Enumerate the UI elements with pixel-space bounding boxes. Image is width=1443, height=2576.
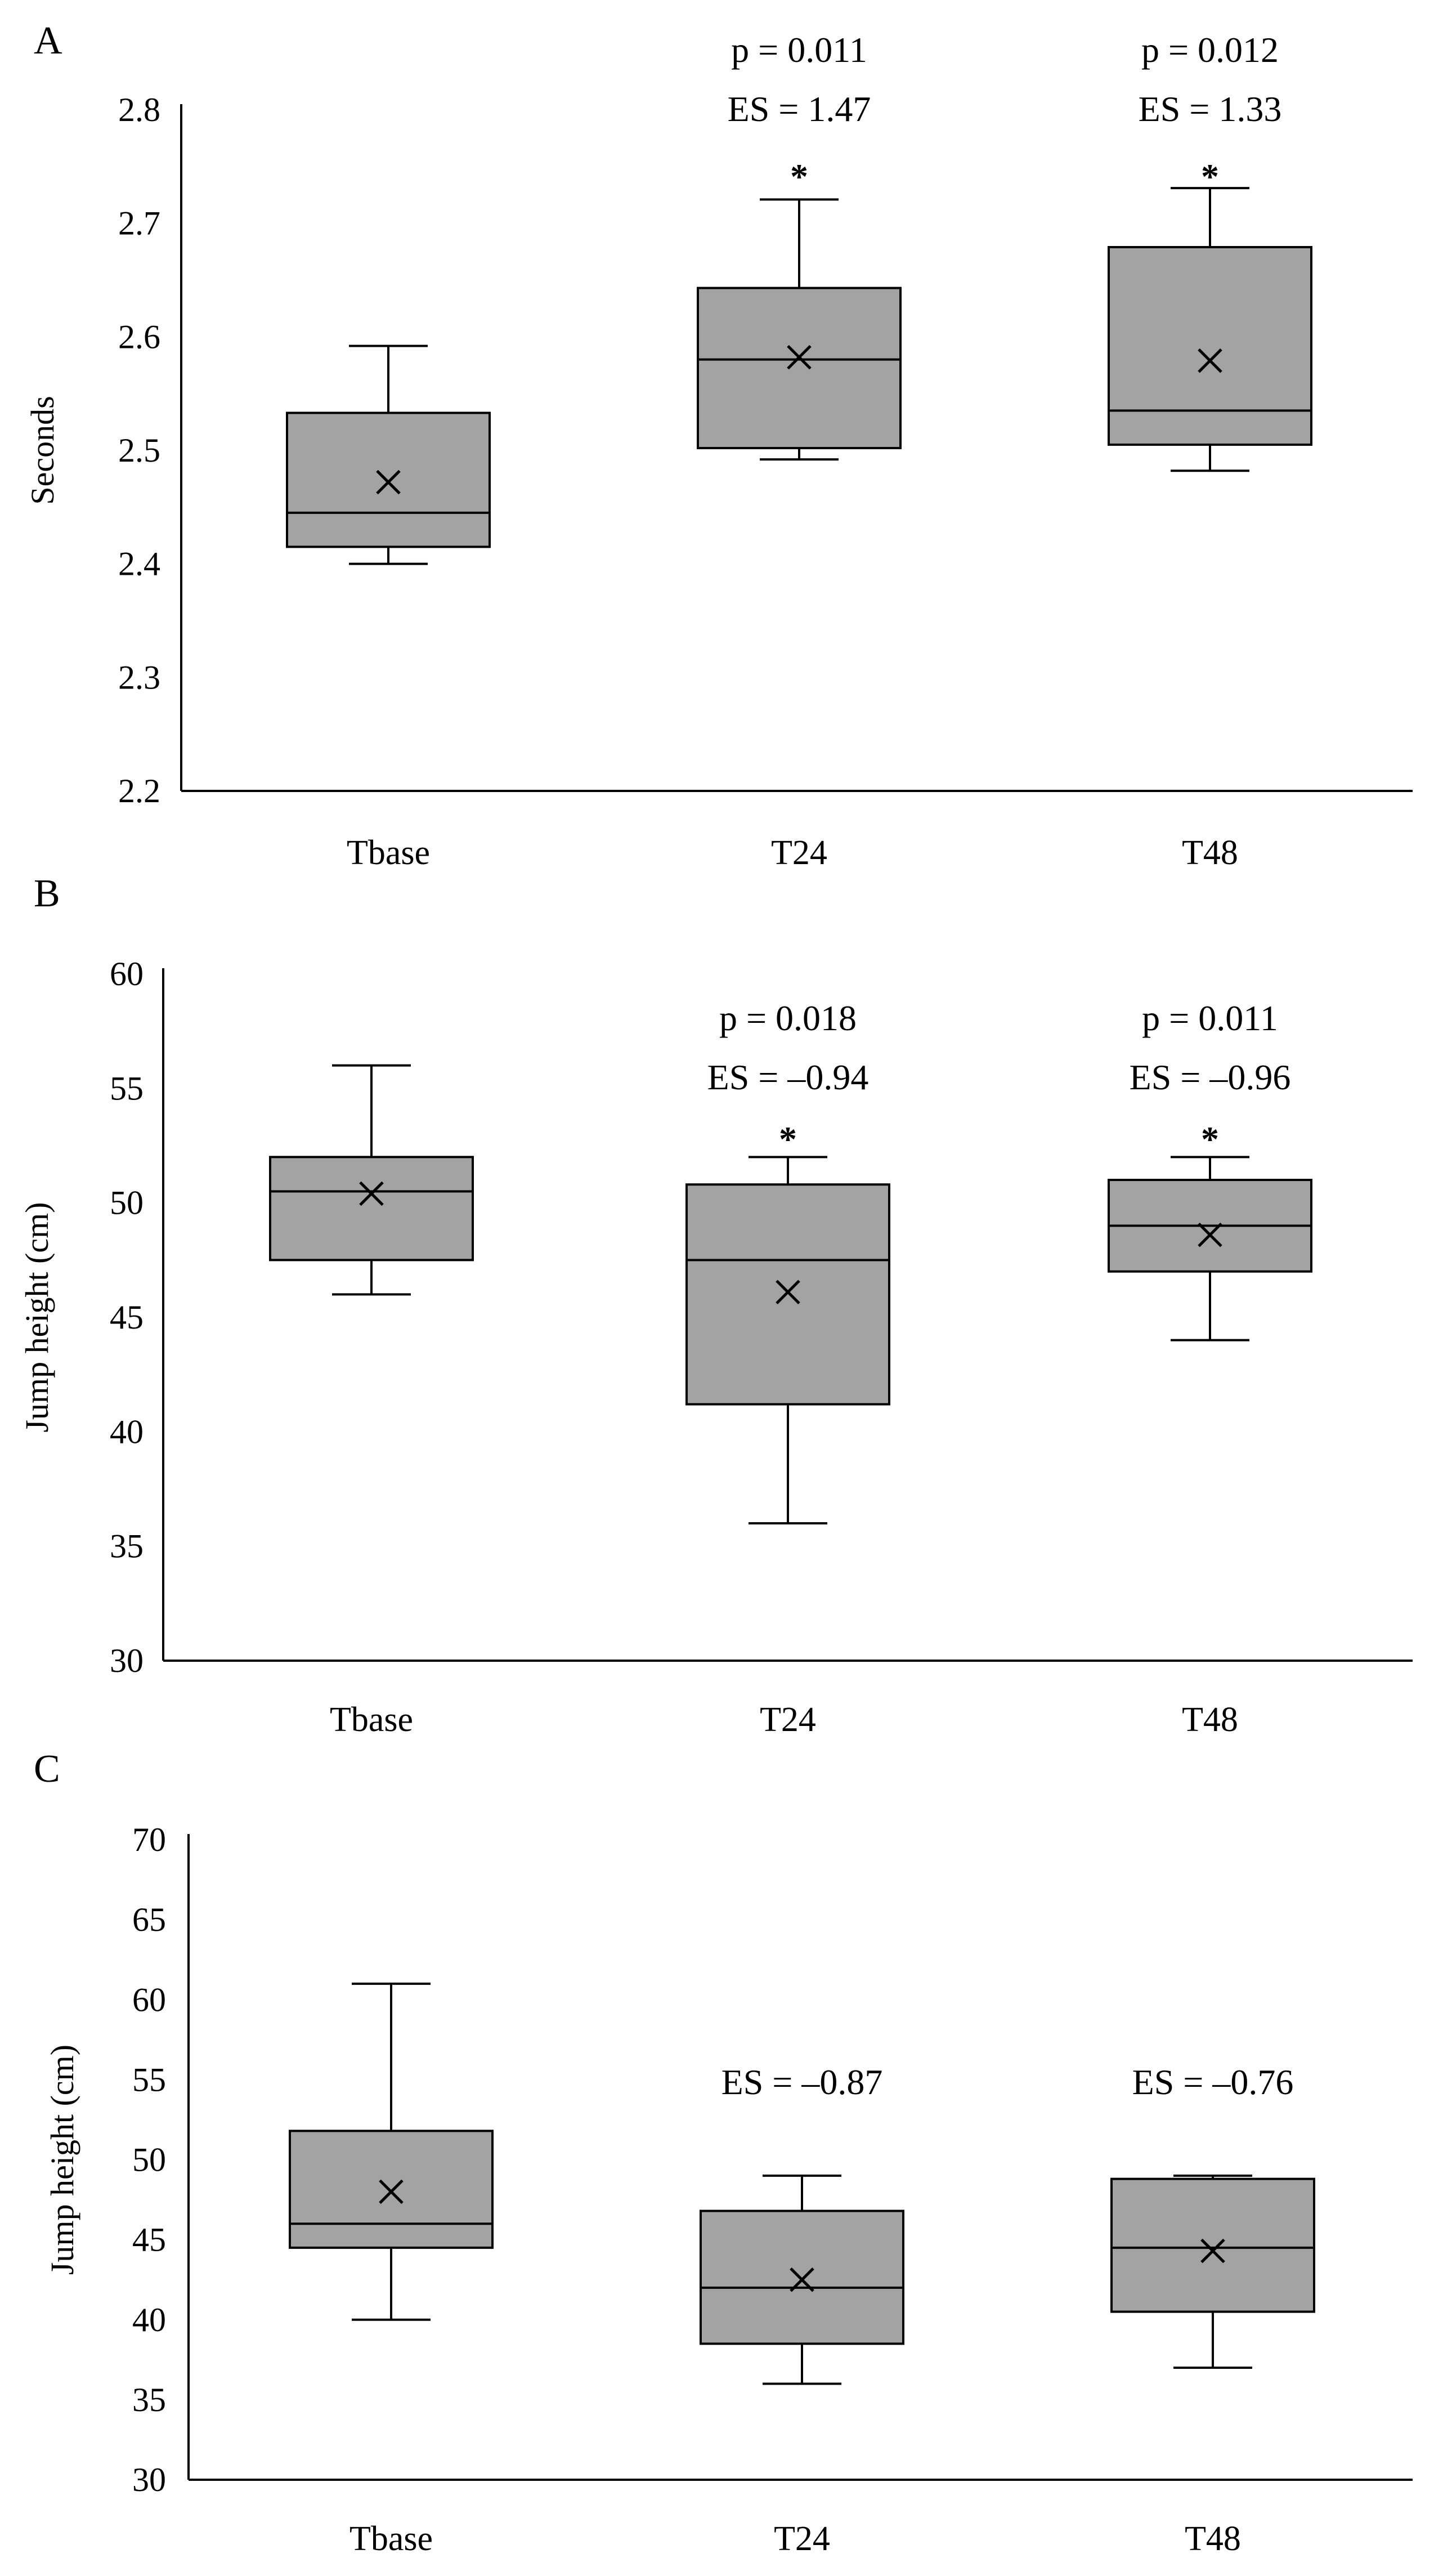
y-axis-title: Jump height (cm) bbox=[19, 1202, 55, 1432]
y-tick-label: 40 bbox=[110, 1413, 144, 1450]
box-t48 bbox=[1108, 1156, 1312, 1341]
box-tbase bbox=[269, 1064, 474, 1296]
box-iqr bbox=[685, 1183, 890, 1406]
effect-size-label: ES = –0.94 bbox=[707, 1057, 869, 1097]
y-tick-label: 2.8 bbox=[118, 91, 160, 128]
box-t24 bbox=[697, 198, 902, 461]
effect-size-label: ES = –0.76 bbox=[1132, 2062, 1294, 2102]
y-axis-title: Seconds bbox=[24, 396, 61, 504]
x-category-label: T48 bbox=[1185, 2520, 1241, 2558]
box-t24 bbox=[685, 1156, 890, 1524]
y-tick-label: 2.2 bbox=[118, 772, 160, 810]
significance-star: * bbox=[790, 156, 808, 196]
y-tick-label: 2.6 bbox=[118, 318, 160, 355]
mean-marker bbox=[787, 345, 812, 370]
x-category-label: T48 bbox=[1182, 1701, 1238, 1739]
mean-marker bbox=[379, 2179, 404, 2204]
x-category-label: Tbase bbox=[347, 834, 430, 872]
effect-size-label: ES = –0.96 bbox=[1130, 1057, 1291, 1097]
box-iqr bbox=[289, 2130, 494, 2249]
y-tick-label: 55 bbox=[132, 2061, 166, 2098]
panel-b: B 30 35 40 45 50 55 60 Jump height (cm) Tbase T24 T… bbox=[19, 872, 1413, 1739]
y-tick-label: 40 bbox=[132, 2301, 166, 2338]
y-tick-label: 35 bbox=[110, 1528, 144, 1565]
box-iqr bbox=[700, 2210, 904, 2345]
effect-size-label: ES = 1.47 bbox=[728, 89, 871, 129]
y-tick-label: 60 bbox=[110, 955, 144, 992]
x-category-label: Tbase bbox=[330, 1701, 413, 1739]
box-iqr bbox=[1108, 246, 1312, 446]
y-tick-label: 2.3 bbox=[118, 659, 160, 696]
p-value-label: p = 0.011 bbox=[731, 30, 867, 70]
box-t48 bbox=[1110, 2174, 1315, 2369]
y-tick-label: 2.7 bbox=[118, 205, 160, 242]
significance-star: * bbox=[1201, 156, 1219, 196]
box-iqr bbox=[286, 412, 491, 548]
box-t24 bbox=[700, 2174, 904, 2385]
mean-marker bbox=[1200, 2238, 1225, 2264]
y-tick-label: 30 bbox=[110, 1642, 144, 1679]
y-tick-label: 70 bbox=[132, 1821, 166, 1858]
x-category-label: T48 bbox=[1182, 834, 1238, 872]
box-iqr bbox=[697, 287, 902, 449]
p-value-label: p = 0.011 bbox=[1142, 998, 1278, 1038]
x-category-label: T24 bbox=[771, 834, 827, 872]
y-tick-label: 55 bbox=[110, 1070, 144, 1107]
box-iqr bbox=[269, 1156, 474, 1262]
mean-marker bbox=[359, 1181, 384, 1206]
box-t48 bbox=[1108, 187, 1312, 472]
y-tick-label: 35 bbox=[132, 2381, 166, 2418]
y-tick-label: 45 bbox=[110, 1299, 144, 1336]
p-value-label: p = 0.018 bbox=[719, 998, 857, 1038]
y-tick-label: 50 bbox=[132, 2141, 166, 2179]
significance-star: * bbox=[779, 1119, 797, 1159]
p-value-label: p = 0.012 bbox=[1141, 30, 1279, 70]
mean-marker bbox=[790, 2267, 814, 2292]
x-category-label: T24 bbox=[774, 2520, 830, 2558]
y-axis-title: Jump height (cm) bbox=[44, 2045, 80, 2275]
significance-star: * bbox=[1201, 1119, 1219, 1159]
panel-label-a: A bbox=[34, 19, 62, 62]
y-tick-label: 2.5 bbox=[118, 432, 160, 469]
mean-marker bbox=[376, 469, 401, 495]
effect-size-label: ES = 1.33 bbox=[1139, 89, 1282, 129]
box-tbase bbox=[286, 345, 491, 565]
panel-a: A 2.2 2.3 2.4 2.5 2.6 2.7 2.8 Seconds Tbase T24 T48… bbox=[24, 19, 1413, 872]
mean-marker bbox=[1198, 348, 1222, 373]
mean-marker bbox=[1198, 1222, 1222, 1247]
panel-label-b: B bbox=[34, 872, 60, 915]
x-category-label: T24 bbox=[760, 1701, 816, 1739]
y-tick-label: 30 bbox=[132, 2461, 166, 2498]
y-tick-label: 2.4 bbox=[118, 545, 160, 583]
box-tbase bbox=[289, 1982, 494, 2321]
effect-size-label: ES = –0.87 bbox=[722, 2062, 883, 2102]
y-tick-label: 60 bbox=[132, 1981, 166, 2018]
x-category-label: Tbase bbox=[349, 2520, 433, 2558]
y-tick-label: 65 bbox=[132, 1901, 166, 1938]
box-iqr bbox=[1110, 2177, 1315, 2313]
mean-marker bbox=[776, 1280, 800, 1305]
y-tick-label: 45 bbox=[132, 2221, 166, 2259]
y-tick-label: 50 bbox=[110, 1184, 144, 1222]
panel-label-c: C bbox=[34, 1747, 60, 1791]
panel-c: C 30 35 40 45 50 55 60 65 70 Jump height (cm) Tbase… bbox=[34, 1747, 1413, 2558]
